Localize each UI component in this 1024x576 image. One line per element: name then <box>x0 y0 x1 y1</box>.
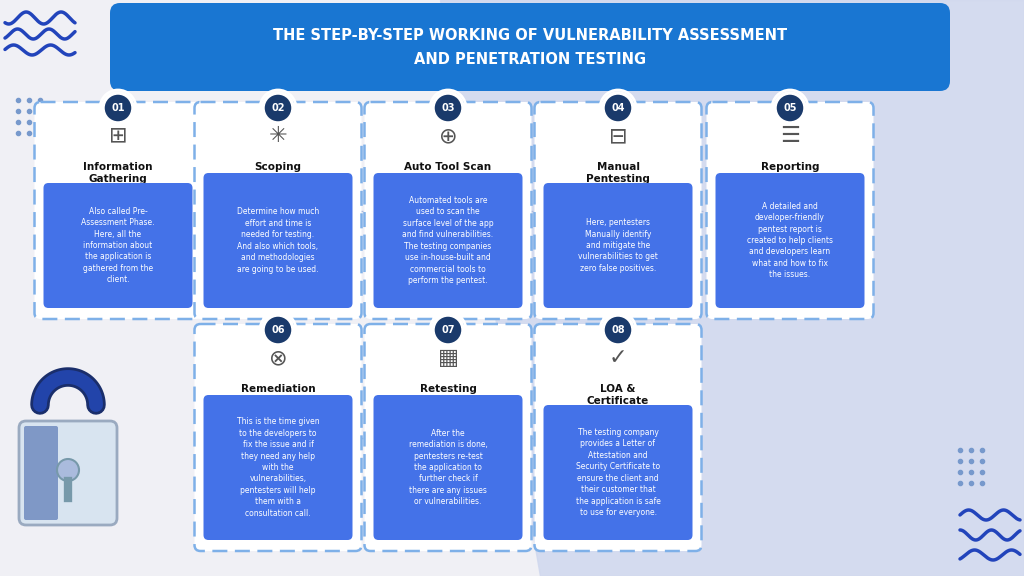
Circle shape <box>263 93 293 123</box>
Circle shape <box>603 315 633 345</box>
Circle shape <box>433 93 463 123</box>
Text: 02: 02 <box>271 103 285 113</box>
Circle shape <box>57 459 79 481</box>
FancyBboxPatch shape <box>374 173 522 308</box>
Text: Determine how much
effort and time is
needed for testing.
And also which tools,
: Determine how much effort and time is ne… <box>237 207 319 274</box>
FancyBboxPatch shape <box>204 395 352 540</box>
FancyBboxPatch shape <box>535 324 701 551</box>
Circle shape <box>775 93 805 123</box>
FancyBboxPatch shape <box>365 102 531 319</box>
Text: Manual
Pentesting: Manual Pentesting <box>586 162 650 184</box>
FancyBboxPatch shape <box>716 173 864 308</box>
Circle shape <box>103 93 133 123</box>
FancyBboxPatch shape <box>195 102 361 319</box>
Text: Auto Tool Scan: Auto Tool Scan <box>404 162 492 172</box>
Text: 03: 03 <box>441 103 455 113</box>
Text: 06: 06 <box>271 325 285 335</box>
Text: ⊟: ⊟ <box>608 126 628 146</box>
Text: 04: 04 <box>611 103 625 113</box>
FancyBboxPatch shape <box>707 102 873 319</box>
Polygon shape <box>440 0 1024 576</box>
Text: After the
remediation is done,
pentesters re-test
the application to
further che: After the remediation is done, pentester… <box>409 429 487 506</box>
Text: Information
Gathering: Information Gathering <box>83 162 153 184</box>
Text: ☰: ☰ <box>780 126 800 146</box>
Text: 07: 07 <box>441 325 455 335</box>
FancyBboxPatch shape <box>110 3 950 91</box>
Text: Retesting: Retesting <box>420 384 476 394</box>
FancyBboxPatch shape <box>204 173 352 308</box>
Text: A detailed and
developer-friendly
pentest report is
created to help clients
and : A detailed and developer-friendly pentes… <box>746 202 833 279</box>
FancyBboxPatch shape <box>195 324 361 551</box>
Circle shape <box>263 315 293 345</box>
Text: ✓: ✓ <box>608 348 628 368</box>
FancyBboxPatch shape <box>24 426 58 520</box>
FancyBboxPatch shape <box>43 183 193 308</box>
Text: Automated tools are
used to scan the
surface level of the app
and find vulnerabi: Automated tools are used to scan the sur… <box>402 196 494 285</box>
FancyBboxPatch shape <box>544 183 692 308</box>
Text: Here, pentesters
Manually identify
and mitigate the
vulnerabilities to get
zero : Here, pentesters Manually identify and m… <box>579 218 658 273</box>
FancyBboxPatch shape <box>374 395 522 540</box>
Text: THE STEP-BY-STEP WORKING OF VULNERABILITY ASSESSMENT: THE STEP-BY-STEP WORKING OF VULNERABILIT… <box>273 28 787 44</box>
FancyBboxPatch shape <box>25 425 111 515</box>
Text: ⊞: ⊞ <box>109 126 127 146</box>
Text: Reporting: Reporting <box>761 162 819 172</box>
Text: Remediation: Remediation <box>241 384 315 394</box>
FancyBboxPatch shape <box>19 421 117 525</box>
FancyBboxPatch shape <box>27 427 63 513</box>
FancyBboxPatch shape <box>544 405 692 540</box>
Text: The testing company
provides a Letter of
Attestation and
Security Certificate to: The testing company provides a Letter of… <box>575 428 660 517</box>
FancyBboxPatch shape <box>35 102 202 319</box>
Circle shape <box>433 315 463 345</box>
Text: 08: 08 <box>611 325 625 335</box>
Text: AND PENETRATION TESTING: AND PENETRATION TESTING <box>414 51 646 66</box>
Text: 05: 05 <box>783 103 797 113</box>
Text: LOA &
Certificate: LOA & Certificate <box>587 384 649 407</box>
Circle shape <box>603 93 633 123</box>
FancyBboxPatch shape <box>365 324 531 551</box>
Text: 01: 01 <box>112 103 125 113</box>
Circle shape <box>58 462 78 482</box>
Text: ✳: ✳ <box>268 126 288 146</box>
Text: ⊕: ⊕ <box>438 126 458 146</box>
Text: ▦: ▦ <box>437 348 459 368</box>
Text: ⊗: ⊗ <box>268 348 288 368</box>
Text: This is the time given
to the developers to
fix the issue and if
they need any h: This is the time given to the developers… <box>237 417 319 518</box>
Text: Scoping: Scoping <box>255 162 301 172</box>
Text: Also called Pre-
Assessment Phase.
Here, all the
information about
the applicati: Also called Pre- Assessment Phase. Here,… <box>81 207 155 285</box>
FancyBboxPatch shape <box>535 102 701 319</box>
